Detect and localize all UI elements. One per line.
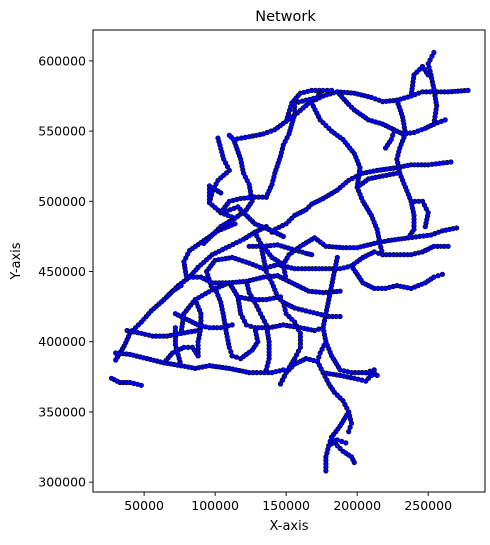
network-node [218, 190, 224, 196]
network-node [454, 225, 460, 231]
network-node [425, 72, 431, 78]
network-node [371, 367, 377, 373]
x-axis-ticks: 50000 100000 150000 200000 250000 [124, 492, 452, 513]
y-tick-label: 400000 [38, 334, 86, 349]
network-node [316, 326, 322, 332]
network-node [337, 313, 343, 320]
x-axis-label: X-axis [270, 519, 309, 534]
y-tick-label: 500000 [38, 194, 86, 209]
network-node [263, 194, 269, 200]
network-node [442, 117, 448, 123]
network-node [138, 382, 144, 388]
network-node [371, 249, 377, 255]
network-node [363, 370, 369, 376]
network-node [465, 87, 471, 93]
network-node [277, 294, 284, 300]
network-node [229, 353, 235, 359]
network-node [448, 159, 454, 165]
network-node [445, 243, 451, 249]
network-node [312, 235, 318, 241]
network-node [394, 170, 400, 176]
network-node [380, 252, 386, 258]
chart-title: Network [255, 9, 316, 25]
network-node [439, 271, 446, 277]
network-node [343, 440, 349, 446]
y-tick-label: 450000 [38, 264, 86, 279]
network-node [337, 288, 343, 294]
y-axis-ticks: 300000 350000 400000 450000 500000 550000 6000… [38, 53, 93, 490]
network-node [172, 325, 178, 331]
y-tick-label: 600000 [38, 53, 86, 68]
x-tick-label: 200000 [333, 498, 381, 513]
network-node [405, 235, 411, 241]
network-node [280, 299, 286, 306]
network-node [238, 356, 244, 362]
network-node [178, 283, 184, 289]
network-node [334, 437, 340, 443]
network-node [232, 221, 238, 227]
network-node [226, 280, 232, 286]
network-node [324, 87, 330, 93]
x-tick-label: 150000 [262, 498, 310, 513]
x-tick-label: 250000 [404, 498, 452, 513]
network-node [391, 128, 397, 134]
network-node [226, 132, 232, 138]
network-node [320, 325, 326, 331]
y-tick-label: 300000 [38, 475, 86, 490]
network-node [243, 322, 249, 328]
network-node [232, 215, 238, 221]
network-node [181, 344, 187, 351]
plot-area [108, 49, 471, 474]
network-nodes [108, 49, 471, 474]
network-node [229, 322, 235, 328]
axes-frame [92, 29, 486, 493]
x-tick-label: 50000 [124, 498, 164, 513]
y-axis-label: Y-axis [9, 242, 24, 280]
network-node [195, 353, 201, 359]
y-tick-label: 350000 [38, 404, 86, 419]
network-node [435, 273, 441, 279]
network-node [431, 49, 437, 56]
network-node [351, 459, 357, 466]
network-node [329, 87, 335, 93]
y-tick-label: 550000 [38, 124, 86, 139]
network-node [309, 252, 315, 258]
network-node [422, 224, 428, 230]
network-node [346, 429, 352, 435]
network-node [323, 468, 329, 474]
network-node [263, 367, 269, 373]
x-tick-label: 100000 [191, 498, 239, 513]
network-node [280, 233, 286, 239]
